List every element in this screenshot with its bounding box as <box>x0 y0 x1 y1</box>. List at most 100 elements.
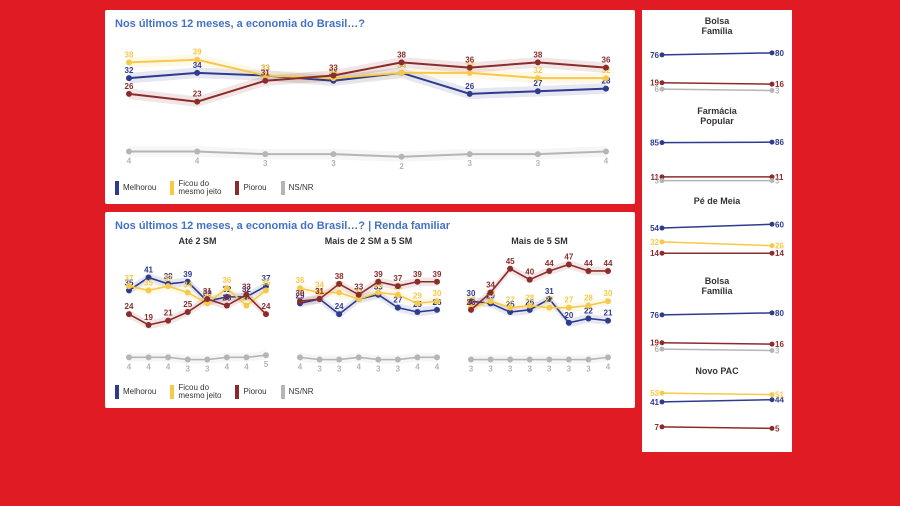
svg-text:34: 34 <box>183 281 192 290</box>
legend-melhorou: Melhorou <box>115 384 156 400</box>
svg-text:3: 3 <box>655 177 660 186</box>
svg-text:14: 14 <box>650 249 659 258</box>
sub-chart-title: Até 2 SM <box>115 236 280 246</box>
legend-swatch <box>170 181 174 195</box>
economy-income-panel: Nos últimos 12 meses, a economia do Bras… <box>105 212 635 408</box>
svg-text:85: 85 <box>650 139 659 148</box>
svg-text:39: 39 <box>374 270 383 279</box>
svg-text:3: 3 <box>185 365 190 374</box>
legend-swatch <box>170 385 174 399</box>
svg-text:76: 76 <box>650 311 659 320</box>
svg-text:36: 36 <box>602 56 611 65</box>
svg-text:38: 38 <box>533 50 542 59</box>
svg-text:30: 30 <box>296 289 305 298</box>
legend-nsnr: NS/NR <box>281 180 314 196</box>
svg-text:3: 3 <box>508 365 513 374</box>
svg-text:3: 3 <box>331 159 336 168</box>
svg-text:41: 41 <box>144 265 153 274</box>
svg-text:26: 26 <box>465 82 474 91</box>
legend-nsnr: NS/NR <box>281 384 314 400</box>
svg-text:14: 14 <box>775 249 784 258</box>
legend-label: NS/NR <box>289 388 314 396</box>
svg-text:28: 28 <box>525 294 534 303</box>
svg-text:32: 32 <box>533 66 542 75</box>
svg-text:86: 86 <box>775 138 784 147</box>
svg-text:28: 28 <box>222 294 231 303</box>
svg-text:38: 38 <box>125 50 134 59</box>
mini-chart-area: 546032261414 <box>650 208 784 268</box>
svg-text:3: 3 <box>263 159 268 168</box>
svg-text:36: 36 <box>222 276 231 285</box>
legend-mesmo: Ficou do mesmo jeito <box>170 180 221 196</box>
mini-chart: Novo PAC4144535175 <box>650 366 784 438</box>
legend-swatch <box>235 181 239 195</box>
svg-text:3: 3 <box>547 365 552 374</box>
economy-overall-panel: Nos últimos 12 meses, a economia do Bras… <box>105 10 635 204</box>
svg-text:6: 6 <box>655 345 660 354</box>
svg-text:31: 31 <box>315 287 324 296</box>
chart2-subs: Até 2 SM35413839303232373735373429362835… <box>115 236 625 378</box>
mini-chart-area: 7680191663 <box>650 38 784 98</box>
sub-chart-title: Mais de 5 SM <box>457 236 622 246</box>
legend-label: Melhorou <box>123 184 156 192</box>
svg-text:3: 3 <box>775 347 780 356</box>
legend-melhorou: Melhorou <box>115 180 156 196</box>
svg-text:3: 3 <box>376 365 381 374</box>
svg-text:33: 33 <box>329 63 338 72</box>
mini-chart-area: 4144535175 <box>650 378 784 438</box>
sub-chart: Até 2 SM35413839303232373735373429362835… <box>115 236 280 378</box>
legend-label: NS/NR <box>289 184 314 192</box>
svg-text:76: 76 <box>650 51 659 60</box>
svg-text:35: 35 <box>262 278 271 287</box>
mini-chart: Pé de Meia546032261414 <box>650 196 784 268</box>
svg-text:60: 60 <box>775 220 784 229</box>
svg-text:3: 3 <box>317 365 322 374</box>
sub-chart-area: 2931243133272526363434313433293030313833… <box>286 248 451 378</box>
legend-swatch <box>115 181 119 195</box>
svg-text:32: 32 <box>650 238 659 247</box>
chart2-title: Nos últimos 12 meses, a economia do Bras… <box>115 220 625 232</box>
svg-text:27: 27 <box>564 296 573 305</box>
legend-mesmo: Ficou do mesmo jeito <box>170 384 221 400</box>
svg-text:38: 38 <box>397 50 406 59</box>
svg-text:31: 31 <box>261 69 270 78</box>
sub-chart-area: 3029252631202221273027282727283026344540… <box>457 248 622 378</box>
mini-chart-title: Novo PAC <box>650 366 784 376</box>
svg-text:3: 3 <box>469 365 474 374</box>
svg-text:37: 37 <box>164 274 173 283</box>
svg-text:4: 4 <box>604 157 609 166</box>
svg-text:4: 4 <box>146 362 151 371</box>
mini-chart-title: Bolsa Família <box>650 276 784 296</box>
svg-text:24: 24 <box>262 302 271 311</box>
svg-text:37: 37 <box>125 274 134 283</box>
mini-chart: Bolsa Família7680191663 <box>650 276 784 358</box>
svg-text:44: 44 <box>584 259 593 268</box>
svg-text:35: 35 <box>144 278 153 287</box>
sub-chart-area: 3541383930323237373537342936283524192125… <box>115 248 280 378</box>
svg-text:3: 3 <box>205 365 210 374</box>
svg-text:27: 27 <box>506 296 515 305</box>
svg-text:3: 3 <box>467 159 472 168</box>
svg-text:80: 80 <box>775 309 784 318</box>
svg-text:47: 47 <box>564 252 573 261</box>
svg-text:7: 7 <box>655 423 660 432</box>
legend-swatch <box>281 385 285 399</box>
legend-label: Piorou <box>243 184 266 192</box>
svg-text:33: 33 <box>354 283 363 292</box>
chart1-title: Nos últimos 12 meses, a economia do Bras… <box>115 18 625 30</box>
svg-text:3: 3 <box>396 365 401 374</box>
svg-text:51: 51 <box>775 391 784 400</box>
sub-chart: Mais de 5 SM3029252631202221273027282727… <box>457 236 622 378</box>
svg-text:29: 29 <box>413 291 422 300</box>
svg-text:5: 5 <box>264 360 269 369</box>
svg-text:21: 21 <box>604 309 613 318</box>
svg-text:26: 26 <box>467 298 476 307</box>
legend-label: Piorou <box>243 388 266 396</box>
svg-text:3: 3 <box>586 365 591 374</box>
mini-chart: Bolsa Família7680191663 <box>650 16 784 98</box>
legend-swatch <box>235 385 239 399</box>
chart1-area: 3234333134262728383933323434323226233133… <box>115 34 625 174</box>
legend-piorou: Piorou <box>235 180 266 196</box>
svg-text:4: 4 <box>298 362 303 371</box>
svg-text:45: 45 <box>506 257 515 266</box>
